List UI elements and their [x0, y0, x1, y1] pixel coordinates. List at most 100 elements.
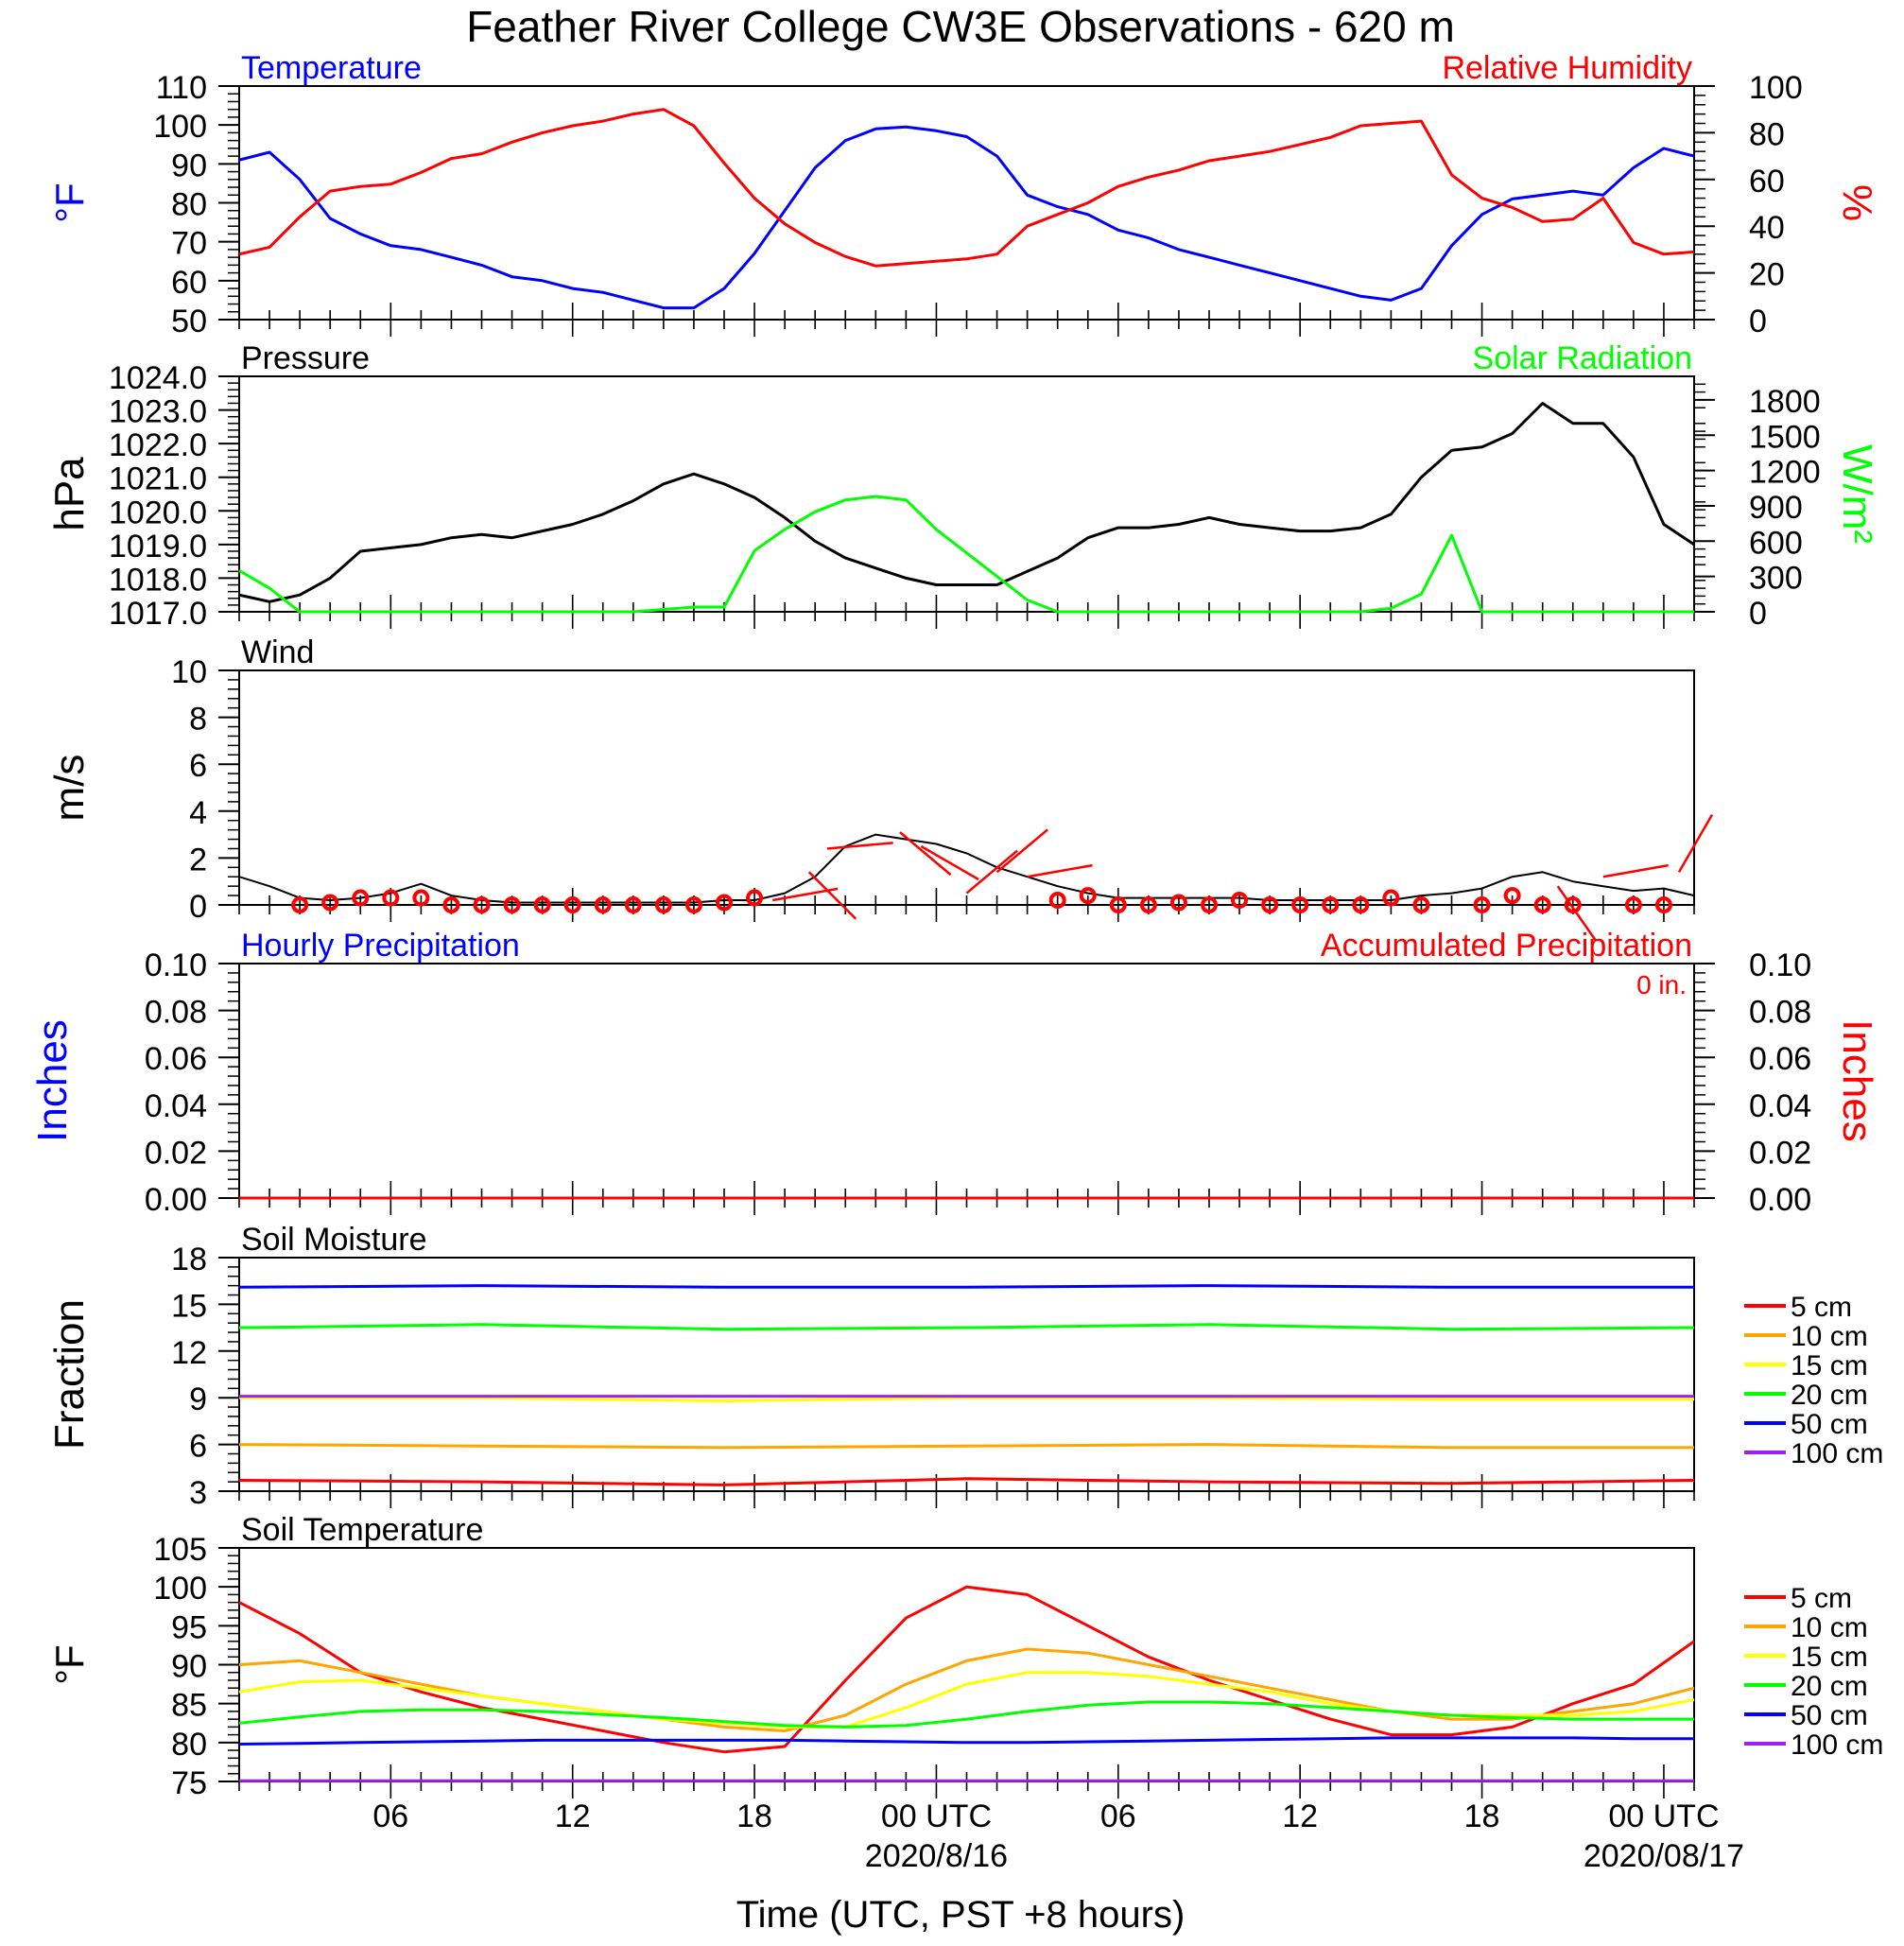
x-tick-label: 00 UTC: [881, 1798, 992, 1834]
calm-wind-marker: [654, 896, 672, 913]
calm-wind-marker: [1473, 896, 1491, 913]
calm-wind-marker: [1261, 896, 1279, 913]
y-tick-label-right: 600: [1749, 525, 1803, 561]
y-axis-title-right: W/m²: [1834, 444, 1880, 544]
series-line: [238, 1736, 1694, 1746]
y-tick-label-left: 0: [189, 889, 207, 925]
accumulated-total-label: 0 in.: [1636, 970, 1687, 999]
y-tick-label-left: 1022.0: [109, 427, 207, 463]
y-tick-label-left: 1017.0: [109, 596, 207, 632]
legend-label: 10 cm: [1791, 1321, 1868, 1352]
legend-label: 20 cm: [1791, 1380, 1868, 1411]
x-tick-label: 00 UTC: [1608, 1798, 1719, 1834]
wind-vector: [1027, 863, 1093, 878]
calm-wind-marker: [1201, 896, 1218, 913]
y-tick-label-left: 2: [189, 842, 207, 877]
plot-frame: [238, 669, 1695, 906]
y-tick-label-left: 6: [189, 748, 207, 784]
series-line: [238, 1700, 1694, 1729]
legend-label: 50 cm: [1791, 1409, 1868, 1440]
y-tick-label-right: 20: [1749, 257, 1785, 293]
series-line: [238, 1585, 1695, 1754]
panel-title-left: Pressure: [241, 340, 370, 376]
y-tick-label-left: 60: [171, 265, 207, 301]
y-tick-label-left: 0.10: [145, 947, 207, 983]
series-line: [238, 1323, 1695, 1331]
y-tick-label-left: 80: [171, 187, 207, 223]
calm-wind-marker: [1533, 896, 1551, 913]
y-tick-label-left: 50: [171, 304, 207, 339]
wind-vector: [920, 844, 979, 881]
y-tick-label-left: 1019.0: [109, 529, 207, 565]
calm-wind-marker: [1352, 896, 1370, 913]
series-line: [239, 1396, 1694, 1402]
x-tick-label: 06: [1100, 1798, 1136, 1834]
calm-wind-marker: [684, 896, 702, 913]
x-date-label: 2020/08/17: [1584, 1838, 1744, 1874]
series-line: [238, 1443, 1694, 1450]
y-tick-label-left: 12: [171, 1335, 207, 1371]
legend-label: 50 cm: [1791, 1700, 1868, 1731]
y-axis-title-left: Fraction: [46, 1299, 93, 1450]
y-axis-title-left: °F: [47, 182, 92, 222]
plot-frame: [238, 85, 1695, 321]
x-tick-label: 18: [736, 1798, 772, 1834]
plot-frame: [238, 1257, 1695, 1492]
y-tick-label-left: 90: [171, 148, 207, 183]
calm-wind-marker: [1079, 887, 1097, 905]
y-tick-label-left: 4: [189, 795, 207, 831]
calm-wind-marker: [352, 889, 370, 907]
panel-title-left: Soil Moisture: [241, 1222, 427, 1258]
y-tick-label-left: 8: [189, 702, 207, 738]
y-axis-title-left: m/s: [46, 755, 93, 822]
y-axis-title-left: °F: [47, 1644, 92, 1684]
series-line: [238, 402, 1695, 603]
y-tick-label-left: 0.00: [145, 1182, 207, 1218]
calm-wind-marker: [412, 889, 430, 907]
y-tick-label-left: 85: [171, 1688, 207, 1724]
series-line: [238, 1284, 1694, 1289]
calm-wind-marker: [746, 889, 764, 907]
y-tick-label-left: 0.08: [145, 995, 207, 1031]
calm-wind-marker: [1564, 896, 1582, 913]
panel-title-right: Solar Radiation: [1473, 340, 1692, 376]
y-tick-label-right: 0: [1749, 304, 1767, 339]
calm-wind-marker: [1139, 896, 1157, 913]
y-tick-label-right: 40: [1749, 210, 1785, 246]
y-tick-label-right: 0.00: [1749, 1182, 1811, 1218]
calm-wind-marker: [1291, 896, 1309, 913]
series-line: [238, 495, 1694, 614]
x-tick-label: 06: [372, 1798, 408, 1834]
y-tick-label-right: 0.06: [1749, 1041, 1811, 1077]
y-tick-label-left: 1020.0: [109, 495, 207, 530]
y-tick-label-left: 75: [171, 1765, 207, 1801]
x-tick-label: 12: [1282, 1798, 1318, 1834]
calm-wind-marker: [1048, 892, 1066, 910]
y-tick-label-left: 90: [171, 1649, 207, 1685]
y-tick-label-right: 0.02: [1749, 1135, 1811, 1171]
y-tick-label-right: 0.10: [1749, 947, 1811, 983]
y-tick-label-left: 15: [171, 1288, 207, 1324]
wind-vector: [1602, 863, 1669, 878]
y-axis-title-left: Inches: [29, 1019, 76, 1142]
y-tick-label-right: 1200: [1749, 455, 1821, 491]
legend-label: 15 cm: [1791, 1350, 1868, 1381]
calm-wind-marker: [624, 896, 642, 913]
calm-wind-marker: [594, 896, 612, 913]
calm-wind-marker: [291, 896, 309, 913]
panel-title-right: Accumulated Precipitation: [1321, 928, 1692, 964]
x-date-label: 2020/8/16: [865, 1838, 1008, 1874]
calm-wind-marker: [382, 889, 400, 907]
y-tick-label-left: 1024.0: [109, 360, 207, 396]
plot-frame: [238, 375, 1695, 613]
y-tick-label-left: 9: [189, 1381, 207, 1417]
y-tick-label-left: 100: [153, 1571, 207, 1607]
calm-wind-marker: [473, 896, 491, 913]
plot-frame: [238, 1547, 1695, 1782]
legend-label: 100 cm: [1791, 1729, 1883, 1761]
